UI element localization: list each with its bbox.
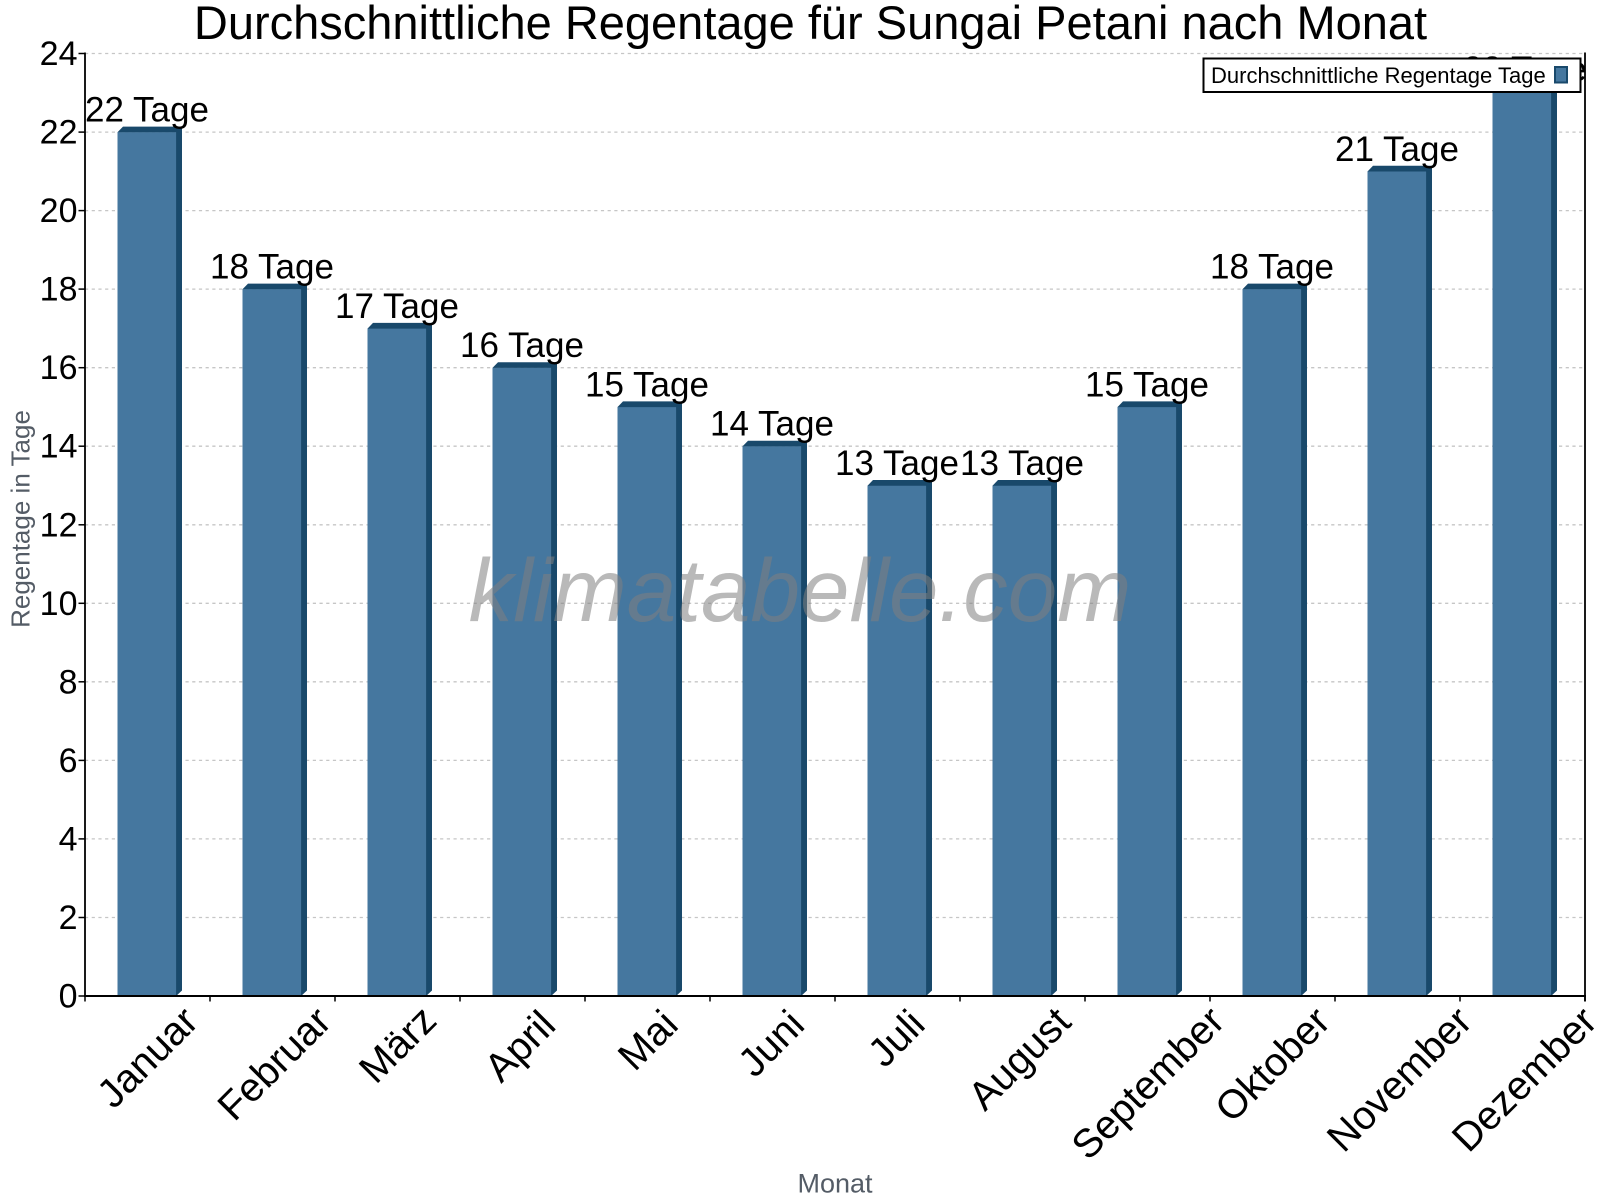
svg-text:0: 0 [59,978,78,1016]
svg-text:18 Tage: 18 Tage [1210,248,1334,287]
svg-text:Monat: Monat [797,1169,873,1199]
svg-text:6: 6 [59,742,78,780]
svg-text:15 Tage: 15 Tage [585,365,709,404]
svg-text:18 Tage: 18 Tage [210,248,334,287]
svg-text:Durchschnittliche Regentage Ta: Durchschnittliche Regentage Tage [1211,63,1546,88]
svg-text:20: 20 [40,192,78,230]
svg-text:16: 16 [40,349,78,387]
svg-text:18: 18 [40,271,78,309]
svg-text:13 Tage: 13 Tage [835,444,959,483]
svg-text:Regentage in Tage: Regentage in Tage [6,410,36,628]
svg-text:21 Tage: 21 Tage [1335,130,1459,169]
svg-text:4: 4 [59,820,78,858]
svg-text:22 Tage: 22 Tage [85,91,209,130]
svg-text:klimatabelle.com: klimatabelle.com [469,540,1132,640]
svg-text:14: 14 [40,428,78,466]
svg-text:12: 12 [40,506,78,544]
svg-text:17 Tage: 17 Tage [335,287,459,326]
svg-text:Durchschnittliche Regentage fü: Durchschnittliche Regentage für Sungai P… [194,0,1427,49]
svg-text:8: 8 [59,663,78,701]
svg-text:13 Tage: 13 Tage [960,444,1084,483]
svg-text:16 Tage: 16 Tage [460,326,584,365]
svg-text:2: 2 [59,899,78,937]
svg-text:10: 10 [40,585,78,623]
svg-text:24: 24 [40,35,78,73]
svg-text:15 Tage: 15 Tage [1085,365,1209,404]
svg-text:14 Tage: 14 Tage [710,405,834,444]
svg-text:22: 22 [40,114,78,152]
